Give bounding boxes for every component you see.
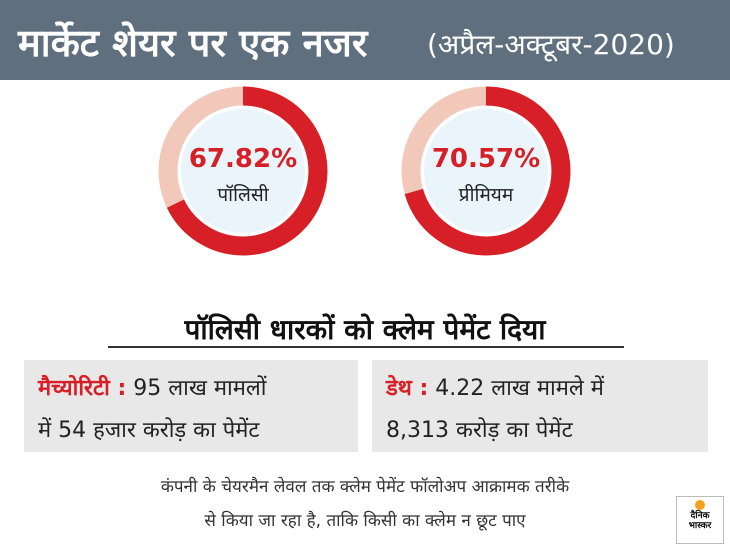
- card-text: 4.22 लाख मामले में: [428, 376, 604, 401]
- page-subtitle: (अप्रैल-अक्टूबर-2020): [427, 28, 675, 61]
- brand-logo: दैनिक भास्कर: [676, 496, 724, 544]
- donut-center-disc: [424, 109, 548, 233]
- donut-charts: 67.82% पॉलिसी 70.57% प्रीमियम: [158, 86, 571, 256]
- logo-text-line-1: दैनिक: [690, 511, 710, 521]
- footer-note-line-1: कंपनी के चेयरमैन लेवल तक क्लेम पेमेंट फॉ…: [160, 477, 570, 497]
- card-label: डेथ :: [386, 376, 429, 401]
- footer-note-line-2: से किया जा रहा है, ताकि किसी का क्लेम न …: [204, 511, 526, 531]
- section-heading: पॉलिसी धारकों को क्लेम पेमेंट दिया: [184, 313, 546, 346]
- donut-center-label: प्रीमियम: [459, 183, 514, 206]
- death-card: डेथ : 4.22 लाख मामले में 8,313 करोड़ का …: [372, 360, 708, 452]
- donut-center-value: 70.57%: [432, 144, 540, 174]
- donut-slice-value: [158, 86, 328, 256]
- card-line-2: में 54 हजार करोड़ का पेमेंट: [38, 418, 260, 443]
- card-label: मैच्योरिटी :: [38, 376, 127, 401]
- donut-center-label: पॉलिसी: [217, 183, 269, 206]
- sun-icon: [695, 500, 705, 510]
- card-text: 95 लाख मामलों: [126, 376, 267, 401]
- donut-chart-premium: 70.57% प्रीमियम: [401, 86, 571, 256]
- maturity-card: मैच्योरिटी : 95 लाख मामलों में 54 हजार क…: [24, 360, 358, 452]
- donut-chart-policy: 67.82% पॉलिसी: [158, 86, 328, 256]
- donut-center-value: 67.82%: [189, 144, 297, 174]
- header-banner: मार्केट शेयर पर एक नजर (अप्रैल-अक्टूबर-2…: [0, 0, 730, 80]
- logo-text-line-2: भास्कर: [688, 521, 712, 531]
- donut-slice-value: [401, 86, 571, 256]
- page-title: मार्केट शेयर पर एक नजर: [18, 21, 368, 65]
- donut-center-disc: [181, 109, 305, 233]
- heading-underline: [108, 346, 624, 348]
- card-line-1: डेथ : 4.22 लाख मामले में: [386, 372, 604, 402]
- card-line-1: मैच्योरिटी : 95 लाख मामलों: [38, 372, 266, 402]
- card-line-2: 8,313 करोड़ का पेमेंट: [386, 418, 573, 443]
